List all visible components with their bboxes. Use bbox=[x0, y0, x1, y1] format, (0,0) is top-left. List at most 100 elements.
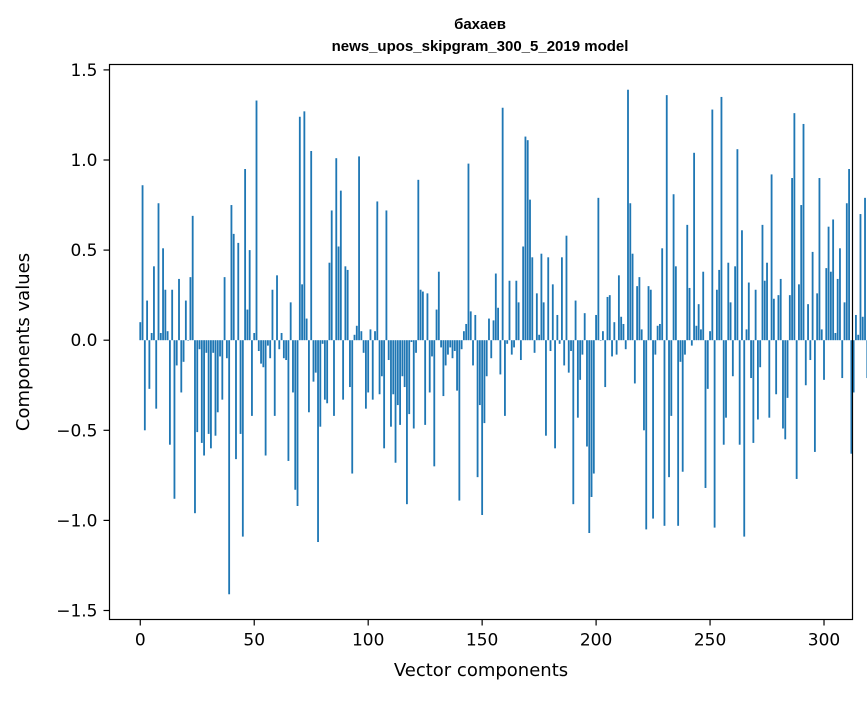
bar-37 bbox=[223, 277, 226, 341]
bar-50 bbox=[253, 332, 256, 341]
bar-254 bbox=[718, 269, 721, 341]
bar-176 bbox=[540, 253, 543, 341]
bar-141 bbox=[460, 340, 463, 350]
bar-267 bbox=[747, 282, 750, 341]
bar-213 bbox=[624, 340, 627, 350]
bar-1 bbox=[141, 185, 144, 341]
bar-311 bbox=[848, 169, 850, 341]
bar-112 bbox=[394, 340, 397, 463]
bar-270 bbox=[754, 289, 757, 341]
bar-273 bbox=[761, 224, 764, 341]
bar-127 bbox=[428, 340, 431, 393]
bar-184 bbox=[558, 340, 561, 344]
bar-108 bbox=[385, 210, 388, 341]
bar-150 bbox=[481, 340, 484, 515]
bar-185 bbox=[561, 257, 563, 341]
bar-87 bbox=[337, 246, 340, 341]
bar-316 bbox=[859, 214, 862, 341]
bar-122 bbox=[417, 179, 420, 341]
bar-106 bbox=[380, 340, 383, 377]
bar-244 bbox=[695, 325, 698, 341]
bar-164 bbox=[513, 340, 515, 348]
bar-82 bbox=[326, 340, 329, 404]
bar-233 bbox=[670, 340, 673, 416]
bar-3 bbox=[146, 300, 149, 341]
bar-281 bbox=[779, 278, 782, 341]
x-axis-label: Vector components bbox=[394, 660, 568, 681]
bar-57 bbox=[269, 340, 272, 359]
bar-258 bbox=[727, 262, 730, 341]
bar-143 bbox=[465, 323, 468, 341]
bar-276 bbox=[768, 340, 771, 418]
bar-245 bbox=[697, 304, 700, 341]
bar-134 bbox=[444, 340, 447, 366]
bar-269 bbox=[752, 340, 755, 443]
bar-160 bbox=[504, 340, 506, 416]
x-tick-label: 50 bbox=[243, 631, 265, 651]
bar-69 bbox=[296, 340, 299, 506]
bar-71 bbox=[301, 284, 303, 341]
bar-86 bbox=[335, 158, 338, 341]
bar-228 bbox=[659, 323, 661, 341]
bar-154 bbox=[490, 340, 493, 359]
bar-5 bbox=[150, 332, 153, 341]
bar-84 bbox=[330, 210, 333, 341]
bar-67 bbox=[292, 340, 294, 393]
bar-41 bbox=[232, 233, 235, 341]
y-tick-label: 0.0 bbox=[70, 331, 97, 351]
bar-8 bbox=[157, 203, 160, 341]
bar-255 bbox=[720, 96, 723, 341]
bar-145 bbox=[469, 311, 472, 341]
bar-205 bbox=[606, 296, 609, 341]
bar-22 bbox=[189, 277, 192, 341]
bar-23 bbox=[191, 215, 194, 341]
bar-309 bbox=[843, 302, 846, 341]
bar-167 bbox=[519, 340, 522, 361]
bar-64 bbox=[285, 340, 288, 361]
bar-224 bbox=[649, 289, 652, 341]
bar-314 bbox=[855, 314, 857, 341]
bar-259 bbox=[729, 302, 732, 341]
bar-303 bbox=[829, 271, 832, 341]
bar-218 bbox=[636, 286, 639, 341]
bar-161 bbox=[506, 340, 509, 344]
bar-78 bbox=[317, 340, 319, 543]
bar-190 bbox=[572, 340, 575, 505]
bar-229 bbox=[661, 248, 664, 341]
bar-187 bbox=[565, 235, 568, 341]
bar-51 bbox=[255, 100, 258, 341]
bar-289 bbox=[798, 284, 800, 341]
bar-179 bbox=[547, 257, 550, 341]
bar-117 bbox=[406, 340, 408, 505]
x-tick-label: 200 bbox=[580, 631, 612, 651]
bar-59 bbox=[273, 340, 276, 416]
bar-180 bbox=[549, 340, 552, 352]
bar-227 bbox=[656, 325, 659, 341]
bar-81 bbox=[323, 340, 326, 400]
bar-27 bbox=[200, 340, 203, 443]
bar-105 bbox=[378, 340, 381, 395]
bar-120 bbox=[412, 340, 415, 429]
bar-16 bbox=[175, 340, 178, 366]
bar-216 bbox=[631, 253, 634, 341]
chart-title-line2: news_upos_skipgram_300_5_2019 model bbox=[332, 38, 629, 55]
bar-186 bbox=[563, 340, 566, 366]
bar-55 bbox=[264, 340, 267, 456]
bar-0 bbox=[139, 322, 142, 341]
bar-199 bbox=[592, 340, 595, 474]
bar-174 bbox=[535, 293, 538, 341]
bar-155 bbox=[492, 320, 495, 341]
bar-318 bbox=[864, 197, 866, 341]
bar-214 bbox=[627, 89, 629, 341]
bar-116 bbox=[403, 340, 406, 388]
bar-102 bbox=[371, 340, 374, 400]
bar-52 bbox=[257, 340, 260, 352]
bar-119 bbox=[410, 340, 413, 342]
bar-11 bbox=[164, 289, 167, 341]
bar-283 bbox=[784, 340, 787, 440]
bar-308 bbox=[841, 340, 844, 379]
bar-198 bbox=[590, 340, 593, 497]
bar-194 bbox=[581, 340, 584, 355]
bar-33 bbox=[214, 340, 217, 436]
bar-310 bbox=[845, 203, 848, 341]
